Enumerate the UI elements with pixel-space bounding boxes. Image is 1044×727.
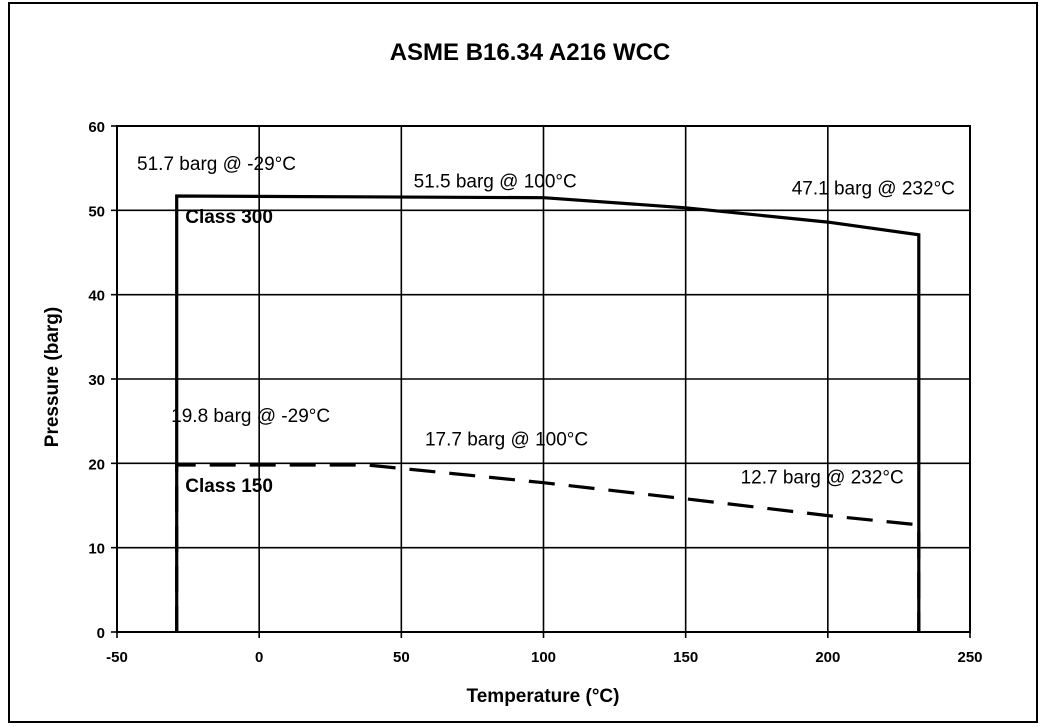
chart-frame [8, 2, 1038, 723]
x-tick-label: 100 [531, 649, 556, 666]
data-annotation: 51.7 barg @ -29°C [137, 154, 296, 175]
y-axis-label: Pressure (barg) [42, 307, 63, 447]
data-annotation: 17.7 barg @ 100°C [425, 430, 588, 451]
y-axis-ticks: 0 10 20 30 40 50 60 [88, 119, 105, 642]
series-layer [175, 194, 921, 632]
y-tick-label: 20 [88, 456, 105, 473]
chart-title: ASME B16.34 A216 WCC [390, 39, 671, 66]
plot-border [116, 125, 971, 633]
data-annotation: 12.7 barg @ 232°C [741, 468, 904, 489]
class-150-line [175, 463, 921, 632]
data-annotation: 47.1 barg @ 232°C [792, 178, 955, 199]
data-annotation: 51.5 barg @ 100°C [414, 172, 577, 193]
grid [111, 125, 971, 638]
x-tick-label: 250 [957, 649, 982, 666]
x-tick-label: 50 [393, 649, 410, 666]
class-label: Class 150 [185, 476, 273, 497]
y-tick-label: 10 [88, 541, 105, 558]
x-tick-label: 0 [255, 649, 263, 666]
x-tick-label: 150 [673, 649, 698, 666]
y-tick-label: 30 [88, 372, 105, 389]
class-300-line [175, 194, 921, 632]
x-tick-label: -50 [106, 649, 128, 666]
x-tick-label: 200 [815, 649, 840, 666]
y-tick-label: 60 [88, 119, 105, 136]
y-tick-label: 0 [97, 625, 105, 642]
x-axis-label: Temperature (°C) [467, 686, 620, 707]
y-tick-label: 40 [88, 288, 105, 305]
data-annotation: 19.8 barg @ -29°C [171, 406, 330, 427]
y-tick-label: 50 [88, 203, 105, 220]
annotations-layer: 51.7 barg @ -29°C 51.5 barg @ 100°C 47.1 b… [137, 154, 955, 497]
class-label: Class 300 [185, 207, 273, 228]
x-axis-ticks: -50 0 50 100 150 200 250 [106, 649, 982, 666]
